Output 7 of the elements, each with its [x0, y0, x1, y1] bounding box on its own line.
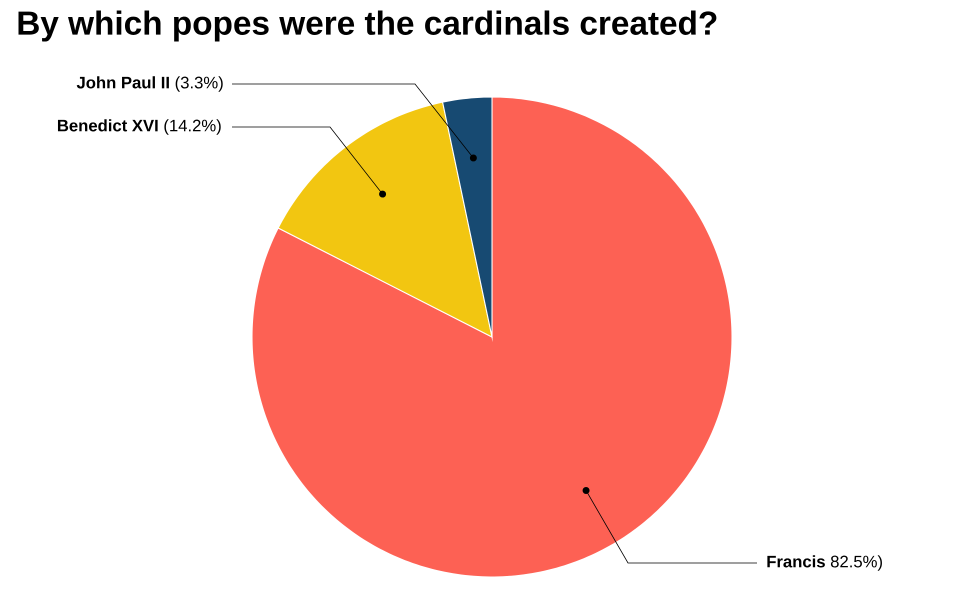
- chart-title: By which popes were the cardinals created?: [18, 10, 716, 42]
- slice-label: John Paul II: [76, 76, 169, 88]
- data-label: (14.2%): [164, 119, 221, 135]
- data-label: (3.3%): [176, 76, 223, 92]
- slice-label: Benedict XVI: [58, 119, 158, 132]
- slice-label: Francis: [767, 555, 825, 568]
- data-label: 82.5%): [830, 555, 882, 571]
